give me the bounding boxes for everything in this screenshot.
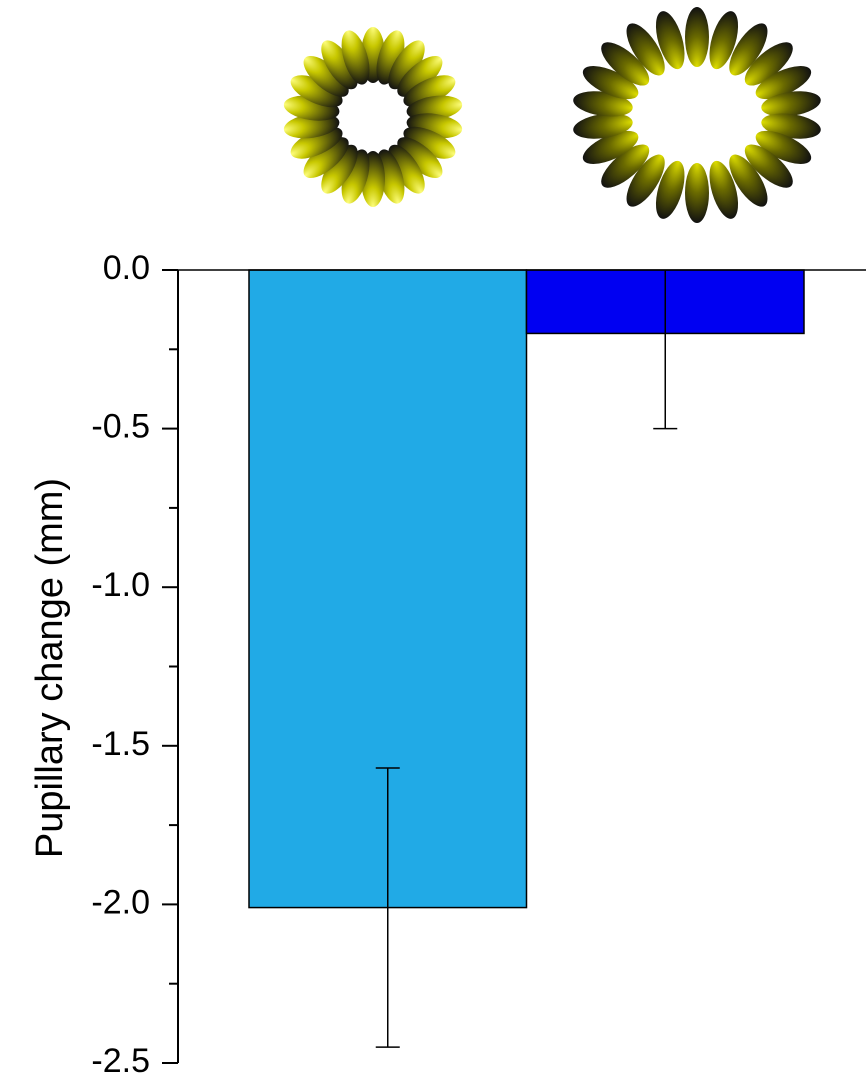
y-tick-label: -2.5 (91, 1042, 150, 1078)
petal (397, 137, 443, 179)
petal (709, 160, 739, 219)
error-bar (653, 270, 678, 430)
petal (601, 144, 650, 188)
y-tick-label: -1.0 (91, 566, 150, 604)
y-axis-label: Pupillary change (mm) (29, 478, 71, 858)
petal (341, 30, 370, 85)
y-tick-label: 0.0 (103, 249, 150, 287)
petal (626, 23, 665, 76)
y-tick-label: -2.0 (91, 883, 150, 921)
petal (729, 154, 768, 207)
y-tick-label: -0.5 (91, 408, 150, 446)
petal (626, 154, 665, 207)
petal (290, 75, 343, 108)
petal (388, 144, 425, 194)
petal (403, 126, 456, 159)
y-tick-label: -1.5 (91, 725, 150, 763)
petal (582, 66, 639, 100)
petal (685, 163, 709, 223)
petal (573, 113, 633, 139)
stimulus-icons (283, 7, 821, 223)
petal (755, 66, 812, 100)
petal (303, 55, 349, 97)
petal (655, 160, 685, 219)
petal (397, 55, 443, 97)
petal (655, 11, 685, 70)
error-bar (375, 767, 400, 1048)
plot: 0.0 -0.5 -1.0 -1.5 -2.0 -2.5 (91, 249, 866, 1080)
petal (744, 144, 793, 188)
petal (729, 23, 768, 76)
petal (601, 42, 650, 86)
petal (582, 130, 639, 164)
petal (755, 130, 812, 164)
petal (685, 7, 709, 67)
petal (744, 42, 793, 86)
petal (388, 40, 425, 90)
petal (290, 126, 343, 159)
petal (303, 137, 349, 179)
petal (709, 11, 739, 70)
petal (403, 75, 456, 108)
petal (321, 40, 358, 90)
petal (761, 91, 821, 117)
petal (321, 144, 358, 194)
